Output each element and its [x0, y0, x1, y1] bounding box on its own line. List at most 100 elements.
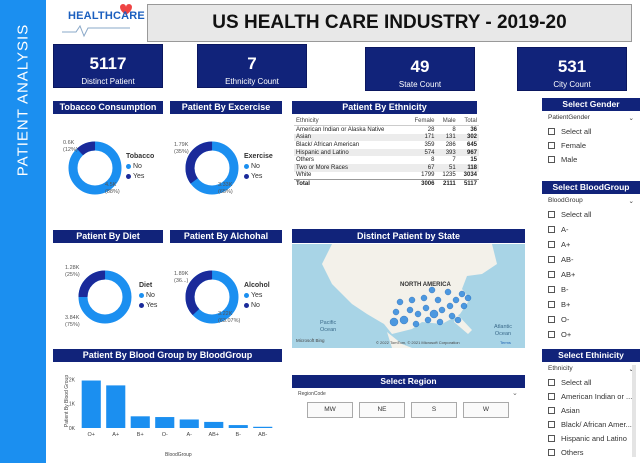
bar-A+	[106, 385, 126, 428]
kpi-label: City Count	[553, 80, 591, 89]
table-row: White 1799 1235 3034	[296, 172, 477, 179]
bar-B-	[228, 425, 248, 428]
bloodgroup-slicer-title: Select BloodGroup	[542, 181, 640, 194]
region-button-mw[interactable]: MW	[307, 402, 353, 418]
ethnicity-scrollbar[interactable]	[632, 365, 636, 457]
state-map[interactable]: NORTH AMERICA Pacific Ocean Atlantic Ocean…	[292, 244, 525, 348]
legend-item-yes: Yes	[139, 301, 157, 311]
ethnicity-slicer: Select Ethinicity Ethnicity⌄ Select all …	[542, 349, 640, 459]
bar-O-	[155, 417, 175, 428]
checkbox[interactable]	[548, 211, 555, 218]
checkbox[interactable]	[548, 141, 555, 149]
blood-option-b-pos[interactable]: B+	[542, 297, 640, 312]
ethnicity-option-hispanic[interactable]: Hispanic and Latino	[542, 431, 640, 445]
checkbox[interactable]	[548, 271, 555, 278]
chevron-down-icon[interactable]: ⌄	[628, 115, 634, 122]
gender-option-female[interactable]: Female	[542, 138, 640, 152]
table-row: Asian 171 131 302	[294, 133, 479, 142]
bloodgroup-chart[interactable]: 0K 1K 2K O+ A+ B+ O- A- AB+ B- AB- Patient By Bloo…	[53, 364, 282, 460]
blood-option-o-neg[interactable]: O-	[542, 312, 640, 327]
x-tick-label: O-	[162, 432, 168, 438]
y-tick-label: 1K	[69, 402, 76, 408]
blood-option-select-all[interactable]: Select all	[542, 207, 640, 222]
blood-option-ab-neg[interactable]: AB-	[542, 252, 640, 267]
kpi-label: State Count	[398, 80, 442, 89]
table-row: Black/ African American 359 286 645	[296, 141, 477, 148]
checkbox[interactable]	[548, 241, 555, 248]
diet-legend: Diet No Yes	[139, 281, 157, 311]
region-chevron-icon[interactable]: ⌄	[512, 390, 518, 397]
checkbox[interactable]	[548, 406, 555, 414]
blood-option-a-neg[interactable]: A-	[542, 222, 640, 237]
checkbox[interactable]	[548, 420, 555, 428]
checkbox[interactable]	[548, 127, 555, 135]
region-slicer-title: Select Region	[292, 375, 525, 388]
alcohol-legend: Alcohol Yes No	[244, 281, 270, 311]
map-terms-link[interactable]: Terms	[500, 340, 511, 345]
sidebar-title: PATIENT ANALYSIS	[14, 23, 32, 177]
blood-option-a-pos[interactable]: A+	[542, 237, 640, 252]
map-label-continent: NORTH AMERICA	[400, 282, 451, 288]
blood-option-ab-pos[interactable]: AB+	[542, 267, 640, 282]
checkbox[interactable]	[548, 286, 555, 293]
logo-graphic	[62, 4, 132, 38]
region-button-w[interactable]: W	[463, 402, 509, 418]
ethnicity-slicer-header: Ethnicity⌄	[548, 365, 634, 373]
gender-option-select-all[interactable]: Select all	[542, 124, 640, 138]
checkbox[interactable]	[548, 331, 555, 338]
exercise-chart[interactable]: 1.79K (35%) 3.33K (65%) Exercise No Yes	[170, 116, 282, 216]
blood-option-b-neg[interactable]: B-	[542, 282, 640, 297]
y-tick-label: 0K	[69, 426, 76, 432]
gender-option-male[interactable]: Male	[542, 152, 640, 166]
checkbox[interactable]	[548, 256, 555, 263]
kpi-distinct-patient: 5117 Distinct Patient	[53, 44, 163, 88]
map-label-atlantic: Atlantic Ocean	[494, 324, 513, 337]
col-male[interactable]: Male	[436, 117, 458, 126]
chevron-down-icon[interactable]: ⌄	[629, 365, 634, 373]
ethnicity-option-select-all[interactable]: Select all	[542, 375, 640, 389]
state-bubbles	[389, 286, 472, 328]
legend-item-no: No	[139, 291, 157, 301]
checkbox[interactable]	[548, 448, 555, 456]
chevron-down-icon[interactable]: ⌄	[628, 198, 634, 205]
legend-item-no: No	[244, 162, 273, 172]
legend-title: Diet	[139, 282, 153, 289]
col-female[interactable]: Female	[407, 117, 437, 126]
ethnicity-table-wrap: Ethnicity Female Male Total American Ind…	[294, 117, 479, 188]
blood-option-o-pos[interactable]: O+	[542, 327, 640, 342]
tobacco-chart[interactable]: 0.6K (12%) 4.5K (88%) Tobacco No Yes	[53, 116, 163, 216]
diet-title: Patient By Diet	[53, 230, 163, 243]
ethnicity-option-black[interactable]: Black/ African Amer...	[542, 417, 640, 431]
ethnicity-option-asian[interactable]: Asian	[542, 403, 640, 417]
region-button-ne[interactable]: NE	[359, 402, 405, 418]
checkbox[interactable]	[548, 378, 555, 386]
alcohol-chart[interactable]: 1.89K (36...) 3.22K (63.07%) Alcohol Yes N…	[170, 245, 282, 345]
x-tick-label: A+	[112, 432, 119, 438]
ethnicity-table: Ethnicity Female Male Total American Ind…	[294, 117, 479, 188]
checkbox[interactable]	[548, 316, 555, 323]
col-total[interactable]: Total	[457, 117, 479, 126]
tobacco-label-big: 4.5K (88%)	[105, 182, 120, 195]
ethnicity-option-american-indian[interactable]: American Indian or ...	[542, 389, 640, 403]
checkbox[interactable]	[548, 226, 555, 233]
ethnicity-option-others[interactable]: Others	[542, 445, 640, 459]
map-graphic	[322, 244, 497, 348]
region-button-s[interactable]: S	[411, 402, 457, 418]
dashboard-title: US HEALTH CARE INDUSTRY - 2019-20	[147, 4, 632, 42]
checkbox[interactable]	[548, 301, 555, 308]
checkbox[interactable]	[548, 155, 555, 163]
checkbox[interactable]	[548, 434, 555, 442]
alcohol-donut	[185, 270, 239, 324]
diet-donut	[78, 270, 132, 324]
diet-chart[interactable]: 1.28K (25%) 3.84K (75%) Diet No Yes	[53, 245, 163, 345]
kpi-label: Distinct Patient	[81, 77, 135, 86]
sidebar: PATIENT ANALYSIS	[0, 0, 46, 463]
map-title: Distinct Patient by State	[292, 229, 525, 243]
logo-text: HEALTHCARE	[68, 10, 145, 22]
checkbox[interactable]	[548, 392, 555, 400]
bar-O+	[81, 380, 101, 428]
tobacco-label-small: 0.6K (12%)	[63, 140, 78, 153]
alcohol-title: Patient By Alchohal	[170, 230, 282, 243]
col-ethnicity[interactable]: Ethnicity	[294, 117, 408, 126]
legend-title: Exercise	[244, 153, 273, 160]
